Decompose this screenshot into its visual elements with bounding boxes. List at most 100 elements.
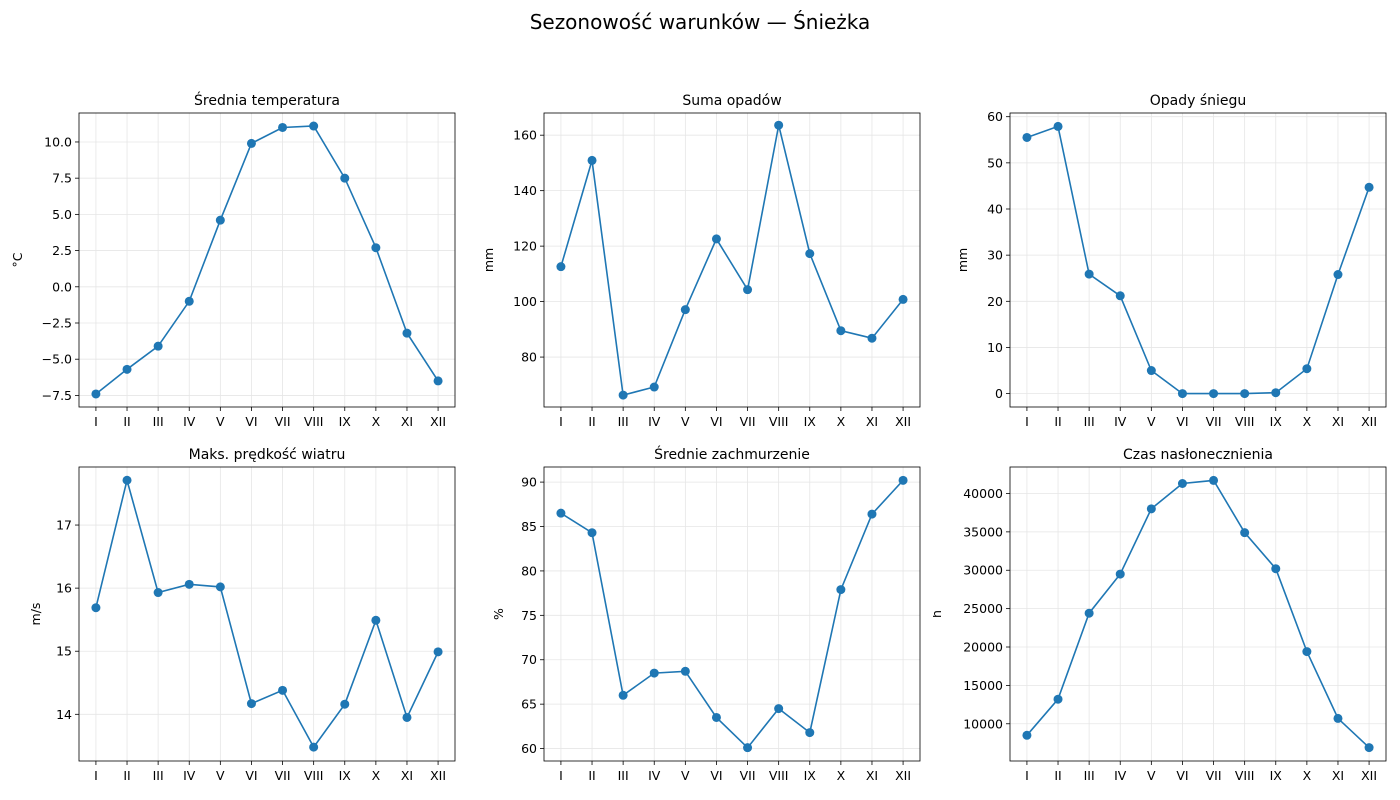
data-point xyxy=(246,699,256,709)
data-point xyxy=(1364,182,1374,192)
data-point xyxy=(340,173,350,183)
x-tick-label: X xyxy=(372,414,381,429)
x-tick-label: X xyxy=(837,414,846,429)
x-tick-label: V xyxy=(681,768,690,783)
data-point xyxy=(1053,121,1063,131)
x-tick-label: V xyxy=(681,414,690,429)
x-tick-label: XI xyxy=(401,414,413,429)
data-point xyxy=(867,333,877,343)
y-tick-label: 90 xyxy=(521,475,537,490)
y-tick-label: 5.0 xyxy=(52,207,72,222)
data-point xyxy=(867,509,877,519)
grid xyxy=(79,113,455,407)
data-point xyxy=(1271,388,1281,398)
data-point xyxy=(1022,132,1032,142)
y-axis-label: °C xyxy=(10,252,25,267)
y-tick-label: 14 xyxy=(56,707,72,722)
x-tick-label: IV xyxy=(648,414,661,429)
data-point xyxy=(184,579,194,589)
panel-title: Opady śniegu xyxy=(1150,93,1247,109)
x-tick-label: VIII xyxy=(1235,414,1255,429)
data-point xyxy=(184,296,194,306)
x-tick-label: II xyxy=(123,768,130,783)
x-tick-label: VII xyxy=(275,768,291,783)
x-tick-label: I xyxy=(559,414,563,429)
x-tick-label: VI xyxy=(245,414,257,429)
x-tick-label: VIII xyxy=(1235,768,1255,783)
y-tick-label: 15000 xyxy=(963,678,1003,693)
x-tick-label: III xyxy=(153,768,164,783)
x-tick-label: V xyxy=(216,414,225,429)
x-tick-label: II xyxy=(1054,768,1061,783)
data-point xyxy=(1115,569,1125,579)
data-point xyxy=(91,389,101,399)
panel-title: Czas nasłonecznienia xyxy=(1123,447,1273,463)
x-tick-label: II xyxy=(588,414,595,429)
data-point xyxy=(743,743,753,753)
x-tick-label: IV xyxy=(183,414,196,429)
series-line xyxy=(1026,125,1370,395)
y-tick-label: 65 xyxy=(521,697,537,712)
panel-title: Średnie zachmurzenie xyxy=(654,445,810,463)
x-tick-label: I xyxy=(559,768,563,783)
data-point xyxy=(215,582,225,592)
x-tick-label: VII xyxy=(740,414,756,429)
series-line xyxy=(1026,479,1370,749)
data-point xyxy=(836,585,846,595)
data-point xyxy=(556,508,566,518)
data-point xyxy=(898,294,908,304)
y-tick-label: 100 xyxy=(513,294,537,309)
y-tick-label: 20 xyxy=(987,294,1003,309)
x-tick-label: IX xyxy=(804,768,817,783)
y-tick-label: 70 xyxy=(521,652,537,667)
chart-panel-cloud-cover: Średnie zachmurzenie%I II III IV V VI VII VIII I… xyxy=(491,445,921,783)
data-point xyxy=(402,712,412,722)
x-tick-label: XI xyxy=(866,414,878,429)
axes-frame xyxy=(78,466,456,762)
x-tick-label: II xyxy=(588,768,595,783)
axes-frame xyxy=(543,112,921,408)
axes-frame xyxy=(1009,112,1387,408)
axes-frame xyxy=(78,112,456,408)
data-point xyxy=(1302,647,1312,657)
y-tick-label: 10 xyxy=(987,340,1003,355)
y-tick-label: 35000 xyxy=(963,524,1003,539)
data-point xyxy=(433,376,443,386)
x-tick-label: VII xyxy=(1206,414,1222,429)
data-point xyxy=(122,475,132,485)
x-tick-label: X xyxy=(837,768,846,783)
data-point xyxy=(743,285,753,295)
x-tick-label: VII xyxy=(275,414,291,429)
data-point xyxy=(1146,366,1156,376)
data-point xyxy=(898,475,908,485)
chart-panel-sunshine: Czas nasłonecznieniahIIIIIIIVVVIVIIVIIII… xyxy=(933,447,1387,783)
data-point xyxy=(1240,528,1250,538)
series-line xyxy=(560,479,904,749)
data-point xyxy=(153,341,163,351)
y-tick-label: −5.0 xyxy=(42,352,72,367)
y-tick-label: 140 xyxy=(513,183,537,198)
x-tick-label: IX xyxy=(804,414,817,429)
x-tick-label: X xyxy=(372,768,381,783)
x-tick-label: III xyxy=(618,768,629,783)
data-point xyxy=(1177,389,1187,399)
x-tick-label: XII xyxy=(1361,768,1377,783)
x-tick-label: XI xyxy=(866,768,878,783)
data-point xyxy=(774,120,784,130)
axes-frame xyxy=(1009,466,1387,762)
y-tick-label: 10000 xyxy=(963,716,1003,731)
data-point xyxy=(618,390,628,400)
x-tick-label: I xyxy=(1025,414,1029,429)
x-tick-label: IX xyxy=(339,414,352,429)
x-tick-label: I xyxy=(94,768,98,783)
x-tick-label: IX xyxy=(1270,768,1283,783)
y-axis-label: m/s xyxy=(28,603,43,626)
y-axis-label: mm xyxy=(955,248,970,272)
x-tick-label: XII xyxy=(895,768,911,783)
data-point xyxy=(1209,475,1219,485)
x-tick-label: IX xyxy=(339,768,352,783)
y-tick-label: 25000 xyxy=(963,601,1003,616)
y-tick-label: 80 xyxy=(521,563,537,578)
x-tick-label: XII xyxy=(895,414,911,429)
